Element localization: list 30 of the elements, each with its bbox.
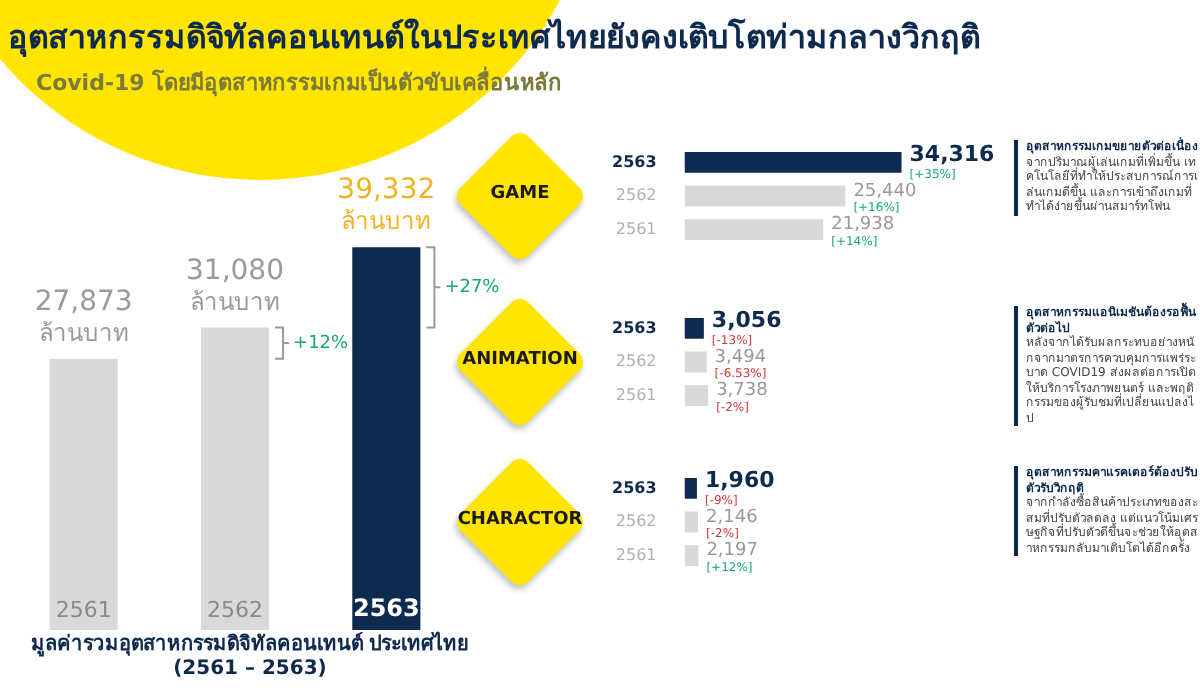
data-label: 3,494 [714,347,767,368]
y-tick-label: 2562 [615,186,657,205]
x-axis-title: มูลค่ารวมอุตสาหกรรมดิจิทัลคอนเทนต์ ประเทศไทย (2561 – 2563) [28,629,472,680]
y-tick-label: 2563 [612,318,657,337]
x-tick-label: 2562 [207,596,263,623]
y-tick-label: 2561 [615,385,657,404]
data-label: 2,146 [706,507,759,528]
text: ANIMATION [460,350,580,370]
data-label: 25,440 [853,181,917,202]
data-label: 3,056 [711,307,783,334]
data-label: 31,080 ล้านบาท [186,254,284,316]
data-label: 1,960 [704,467,776,494]
data-label: 2,197 [706,541,758,562]
data-label: 21,938 [831,215,895,236]
data-label: 27,873 ล้านบาท [34,286,133,347]
y-tick-label: 2563 [612,478,657,497]
data-label: 34,316 [909,141,996,168]
text: GAME [488,184,552,204]
y-tick-label: 2561 [615,219,657,238]
annotation: +12% [293,333,350,354]
data-label: 39,332 ล้านบาท [337,174,436,236]
text: CHARACTOR [455,510,585,530]
data-label: 3,738 [716,381,769,402]
x-tick-label: 2563 [352,594,420,623]
y-tick-label: 2561 [615,545,657,564]
y-tick-label: 2562 [615,352,657,371]
x-tick-label: 2561 [55,596,112,623]
annotation: +27% [444,278,501,299]
y-tick-label: 2562 [615,512,657,531]
y-tick-label: 2563 [612,152,657,171]
